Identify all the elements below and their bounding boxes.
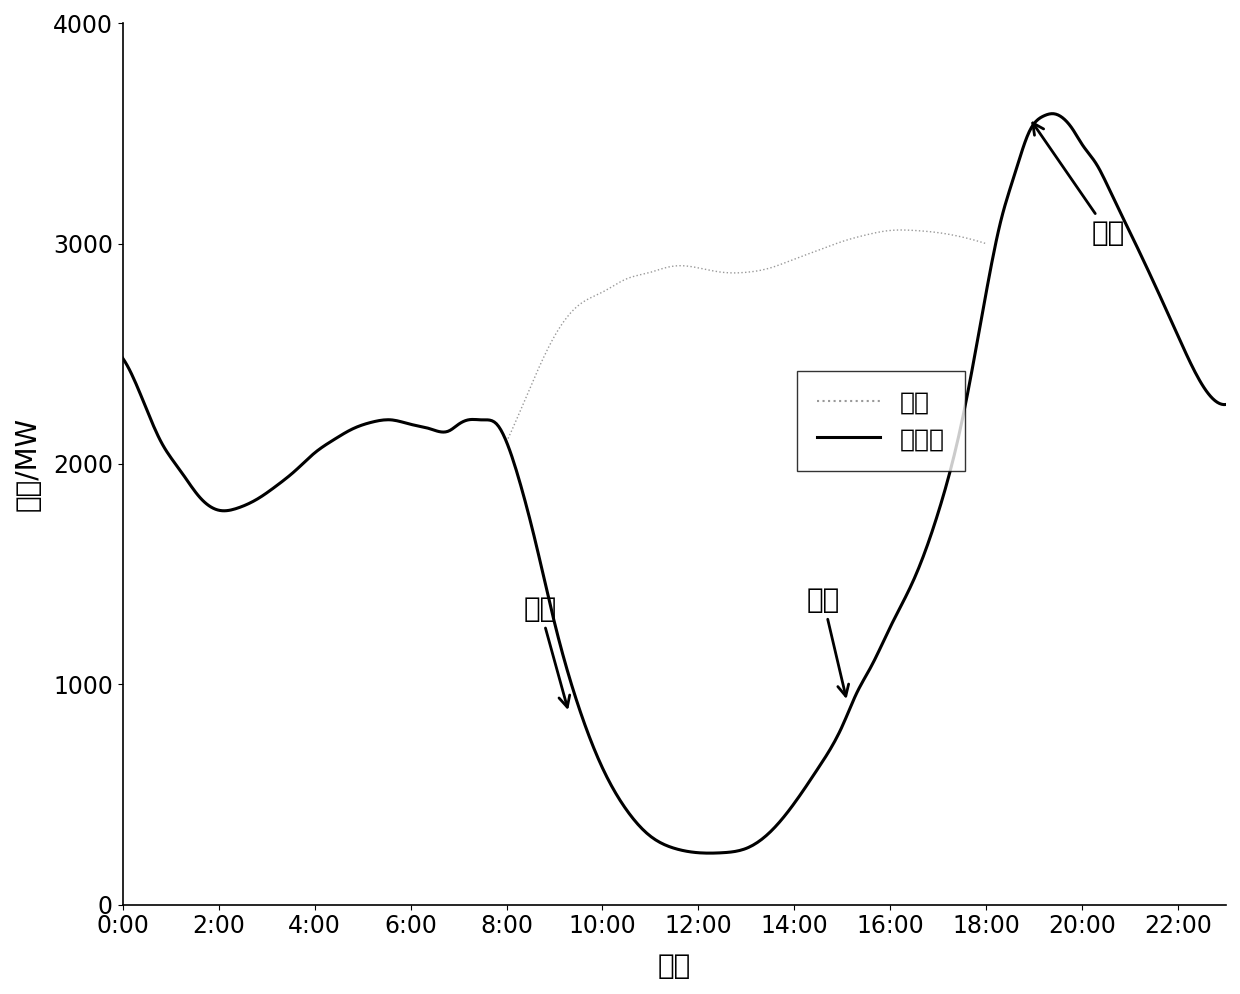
负荷 — [501, 432, 516, 444]
净负荷 — [1219, 399, 1234, 411]
净负荷 — [640, 827, 655, 839]
净负荷 — [115, 352, 130, 364]
Line: 净负荷: 净负荷 — [123, 113, 1226, 853]
Text: 放电: 放电 — [1033, 123, 1125, 247]
负荷 — [894, 224, 909, 236]
净负荷 — [1022, 125, 1037, 137]
Legend: 负荷, 净负荷: 负荷, 净负荷 — [797, 371, 965, 471]
Text: 储能: 储能 — [523, 594, 569, 707]
负荷 — [905, 225, 920, 237]
负荷 — [785, 254, 800, 266]
X-axis label: 时刻: 时刻 — [657, 952, 691, 980]
净负荷 — [702, 847, 717, 859]
负荷 — [792, 250, 807, 262]
净负荷 — [714, 847, 729, 859]
净负荷 — [774, 813, 789, 825]
Line: 负荷: 负荷 — [506, 230, 986, 442]
Y-axis label: 功率/MW: 功率/MW — [14, 416, 42, 511]
净负荷 — [1044, 107, 1059, 119]
净负荷 — [646, 832, 661, 844]
负荷 — [935, 228, 950, 240]
净负荷 — [1197, 382, 1211, 394]
负荷 — [978, 238, 993, 249]
负荷 — [498, 436, 513, 448]
Text: 储能: 储能 — [806, 585, 848, 696]
负荷 — [782, 254, 797, 266]
